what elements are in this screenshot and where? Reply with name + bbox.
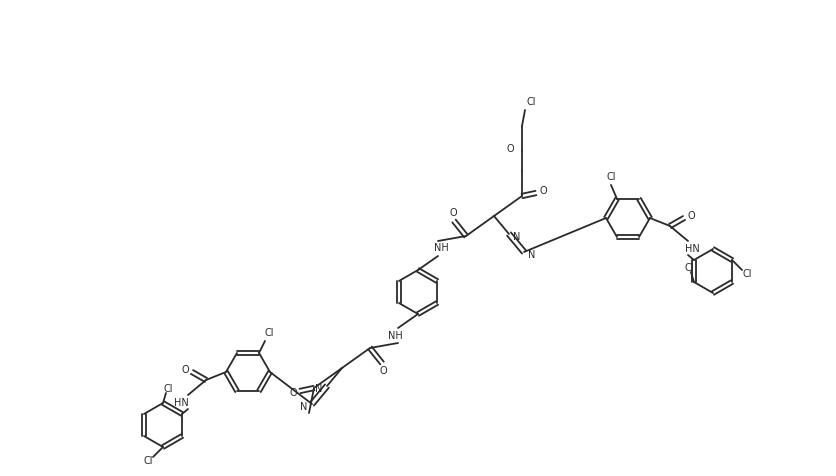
Text: Cl: Cl xyxy=(143,456,152,466)
Text: Cl: Cl xyxy=(605,172,615,182)
Text: O: O xyxy=(379,366,386,376)
Text: O: O xyxy=(506,144,513,154)
Text: HN: HN xyxy=(684,244,699,254)
Text: O: O xyxy=(686,211,694,221)
Text: Cl: Cl xyxy=(163,384,172,394)
Text: Cl: Cl xyxy=(264,328,273,338)
Text: NH: NH xyxy=(433,243,448,253)
Text: O: O xyxy=(538,186,546,196)
Text: N: N xyxy=(315,384,323,394)
Text: N: N xyxy=(528,250,535,260)
Text: N: N xyxy=(512,232,520,242)
Text: O: O xyxy=(449,208,456,218)
Text: Cl: Cl xyxy=(742,269,751,279)
Text: O: O xyxy=(289,388,297,398)
Text: Cl: Cl xyxy=(526,97,535,107)
Text: NH: NH xyxy=(387,331,402,341)
Text: O: O xyxy=(181,365,189,375)
Text: HN: HN xyxy=(173,398,188,408)
Text: N: N xyxy=(300,402,308,412)
Text: Cl: Cl xyxy=(683,263,693,273)
